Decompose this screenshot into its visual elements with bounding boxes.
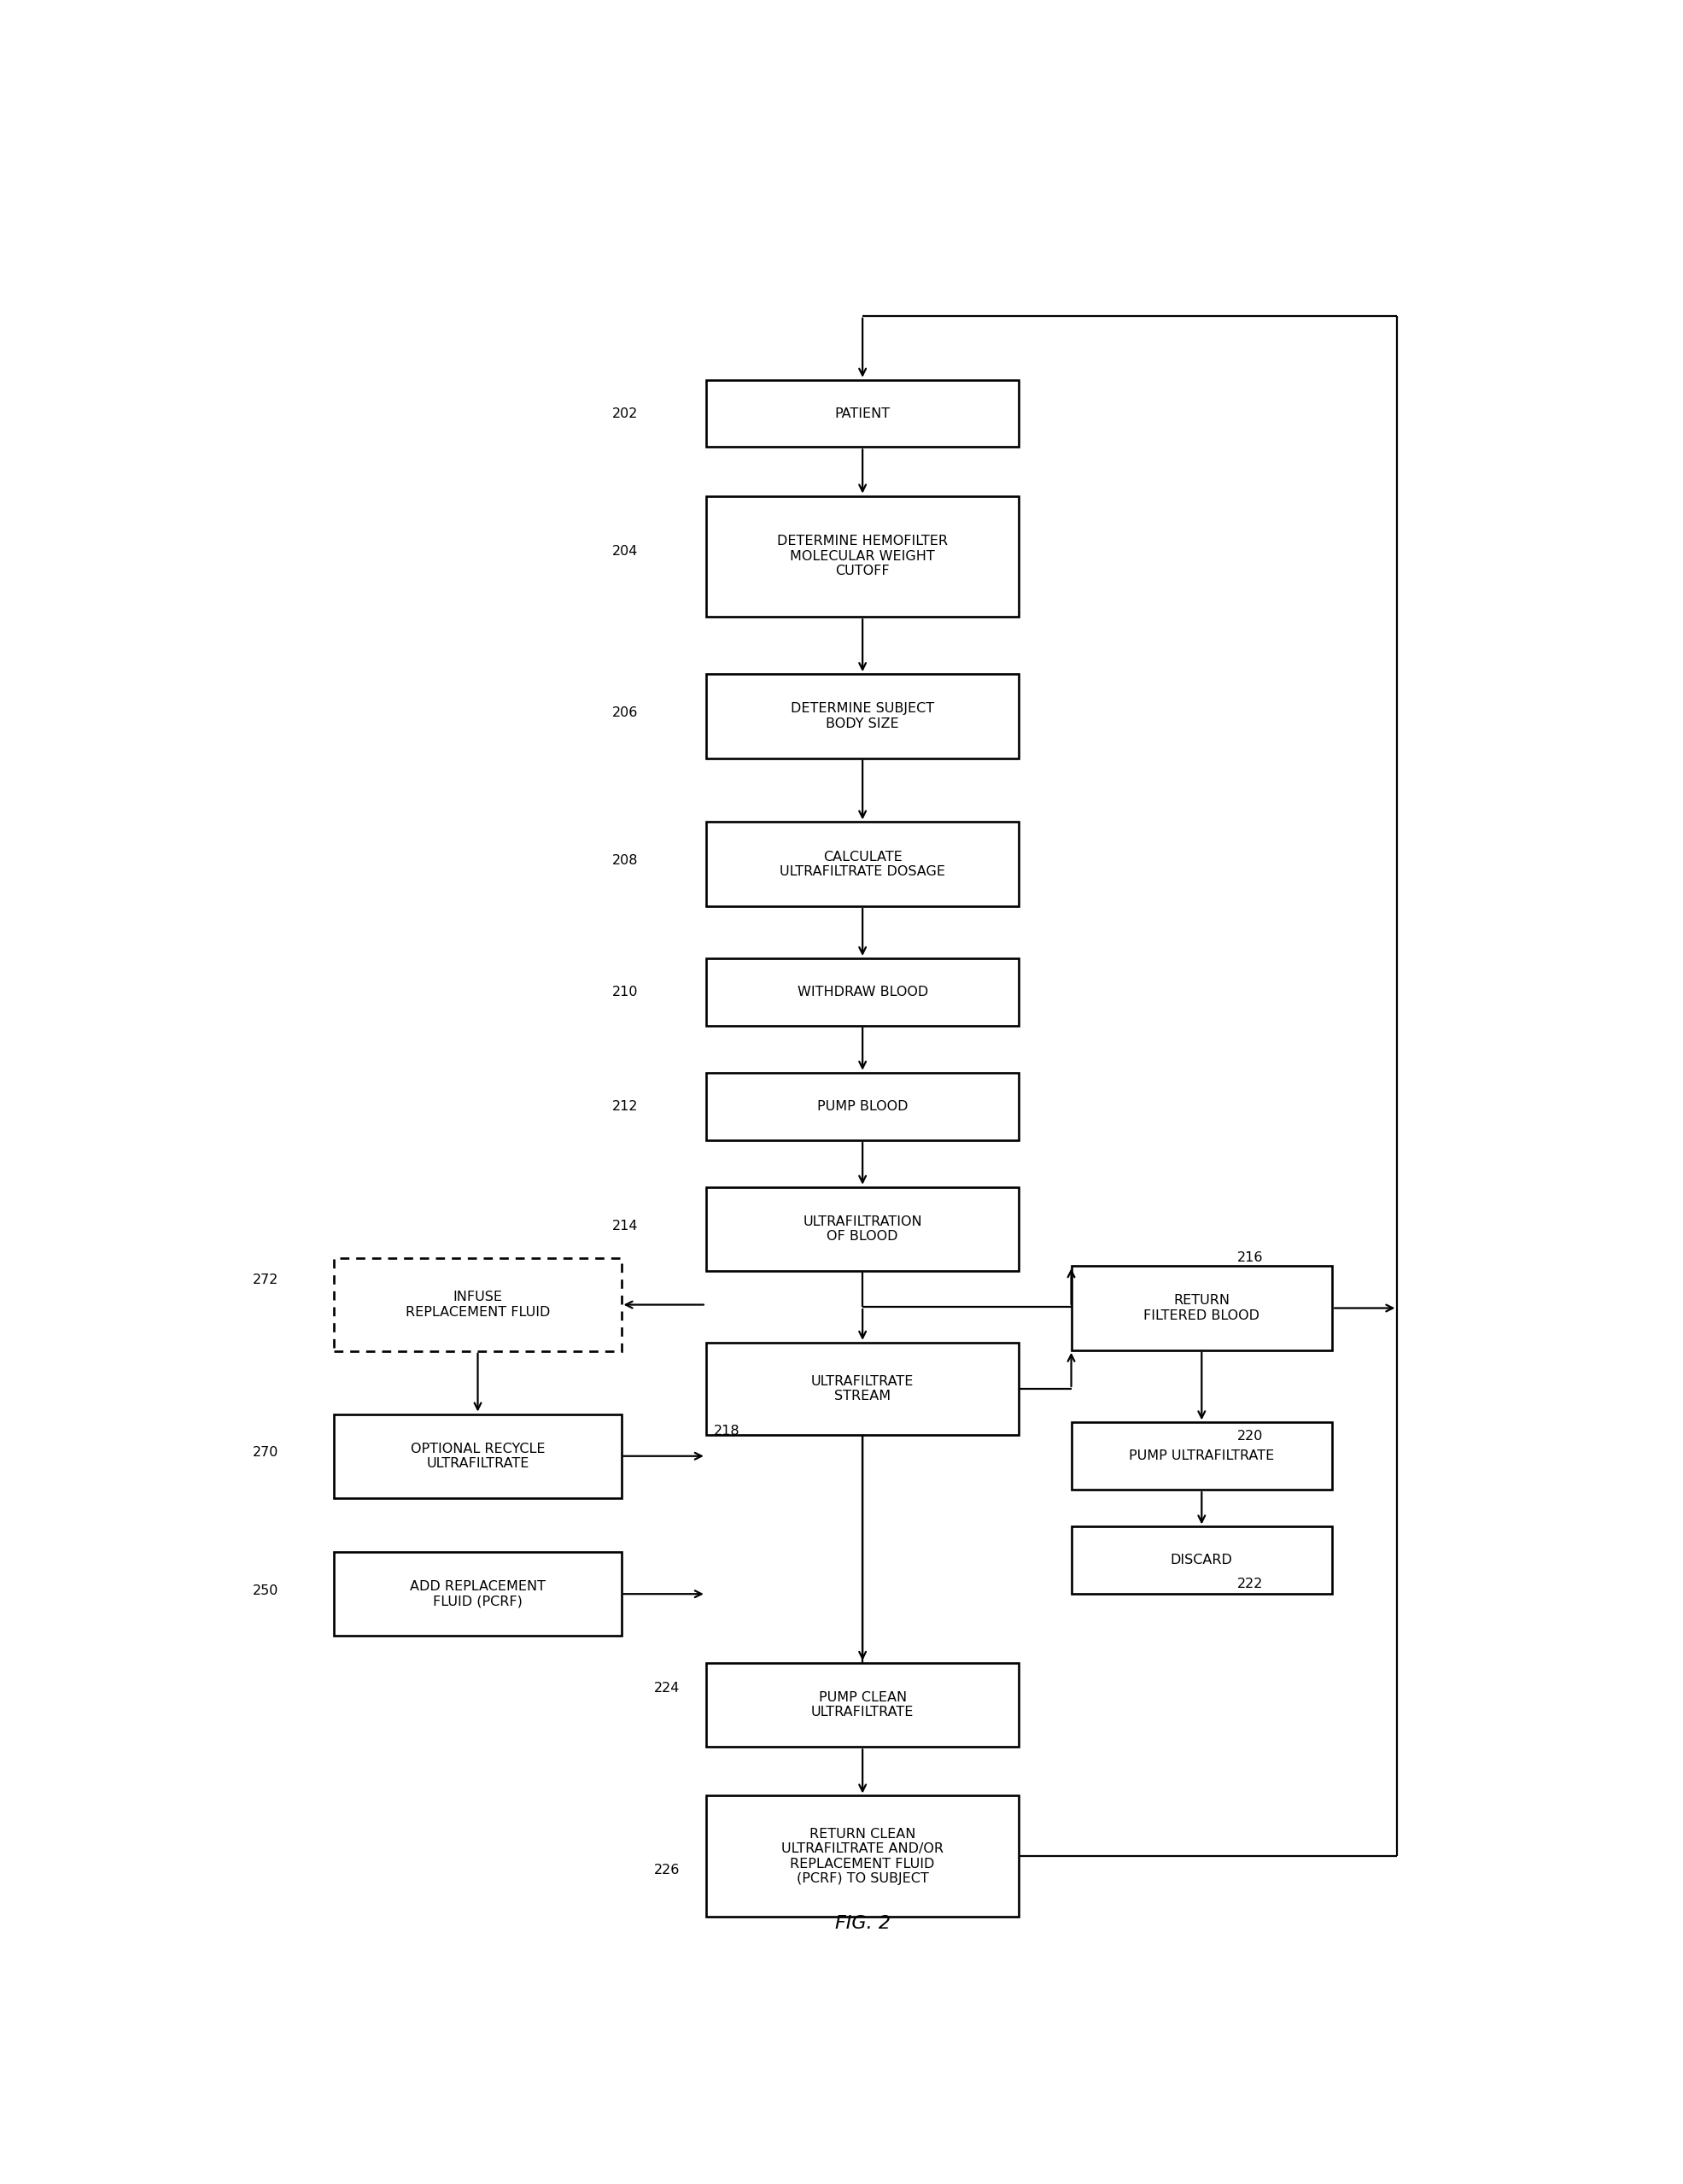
Text: PUMP ULTRAFILTRATE: PUMP ULTRAFILTRATE <box>1129 1450 1274 1463</box>
Bar <box>335 1413 621 1498</box>
Text: 222: 222 <box>1237 1577 1262 1590</box>
Text: 218: 218 <box>714 1424 741 1437</box>
Text: 250: 250 <box>252 1583 278 1597</box>
Text: 204: 204 <box>613 546 638 557</box>
Text: FIG. 2: FIG. 2 <box>835 1915 890 1933</box>
Bar <box>707 1795 1020 1918</box>
Text: PUMP BLOOD: PUMP BLOOD <box>816 1101 909 1112</box>
Text: DISCARD: DISCARD <box>1171 1555 1232 1566</box>
Text: 206: 206 <box>613 705 638 719</box>
Text: PUMP CLEAN
ULTRAFILTRATE: PUMP CLEAN ULTRAFILTRATE <box>811 1690 914 1719</box>
Text: 226: 226 <box>655 1863 680 1876</box>
Text: OPTIONAL RECYCLE
ULTRAFILTRATE: OPTIONAL RECYCLE ULTRAFILTRATE <box>411 1441 545 1470</box>
Text: ADD REPLACEMENT
FLUID (PCRF): ADD REPLACEMENT FLUID (PCRF) <box>411 1581 545 1607</box>
Bar <box>707 675 1020 758</box>
Bar <box>1072 1527 1333 1594</box>
Text: ULTRAFILTRATE
STREAM: ULTRAFILTRATE STREAM <box>811 1376 914 1402</box>
Bar <box>707 1343 1020 1435</box>
Text: 202: 202 <box>613 406 638 419</box>
Text: CALCULATE
ULTRAFILTRATE DOSAGE: CALCULATE ULTRAFILTRATE DOSAGE <box>779 850 946 878</box>
Bar <box>707 1662 1020 1747</box>
Bar <box>335 1553 621 1636</box>
Bar <box>335 1258 621 1352</box>
Bar <box>1072 1422 1333 1489</box>
Text: 220: 220 <box>1237 1431 1262 1441</box>
Bar <box>707 1072 1020 1140</box>
Text: 210: 210 <box>613 985 638 998</box>
Bar <box>707 496 1020 616</box>
Text: 224: 224 <box>655 1682 680 1695</box>
Text: 214: 214 <box>613 1219 638 1232</box>
Text: WITHDRAW BLOOD: WITHDRAW BLOOD <box>798 985 927 998</box>
Text: 208: 208 <box>613 854 638 867</box>
Text: 270: 270 <box>252 1446 278 1459</box>
Bar <box>707 380 1020 448</box>
Text: INFUSE
REPLACEMENT FLUID: INFUSE REPLACEMENT FLUID <box>406 1291 550 1319</box>
Bar <box>1072 1267 1333 1350</box>
Text: ULTRAFILTRATION
OF BLOOD: ULTRAFILTRATION OF BLOOD <box>803 1214 922 1243</box>
Text: DETERMINE HEMOFILTER
MOLECULAR WEIGHT
CUTOFF: DETERMINE HEMOFILTER MOLECULAR WEIGHT CU… <box>778 535 948 577</box>
Text: 216: 216 <box>1237 1251 1262 1265</box>
Text: RETURN
FILTERED BLOOD: RETURN FILTERED BLOOD <box>1143 1295 1261 1321</box>
Text: PATIENT: PATIENT <box>835 406 890 419</box>
Text: 212: 212 <box>613 1101 638 1112</box>
Bar <box>707 821 1020 906</box>
Bar <box>707 1188 1020 1271</box>
Text: DETERMINE SUBJECT
BODY SIZE: DETERMINE SUBJECT BODY SIZE <box>791 703 934 729</box>
Text: 272: 272 <box>252 1273 278 1286</box>
Bar <box>707 959 1020 1026</box>
Text: RETURN CLEAN
ULTRAFILTRATE AND/OR
REPLACEMENT FLUID
(PCRF) TO SUBJECT: RETURN CLEAN ULTRAFILTRATE AND/OR REPLAC… <box>781 1828 944 1885</box>
